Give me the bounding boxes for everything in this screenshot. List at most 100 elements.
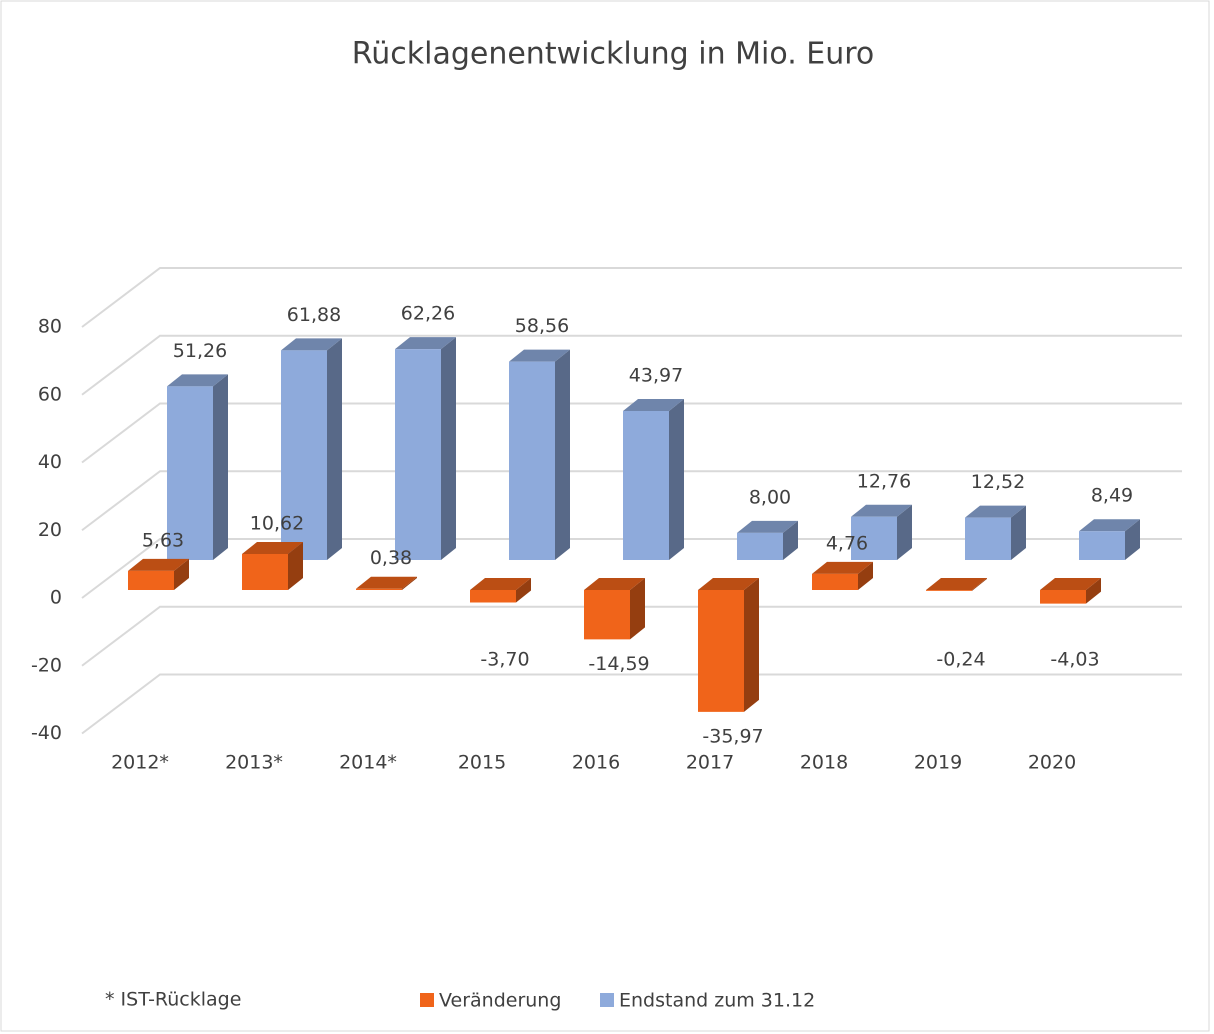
- x-tick-label: 2018: [800, 752, 848, 774]
- bar-top: [1079, 519, 1140, 532]
- bar-side: [630, 578, 645, 640]
- bar: [584, 578, 645, 640]
- bar-front: [395, 349, 441, 560]
- bar-top: [926, 578, 987, 590]
- bar: [281, 338, 342, 560]
- bar-front: [584, 590, 630, 640]
- bar-front: [623, 411, 669, 560]
- data-label: -35,97: [702, 725, 763, 747]
- bar-side: [327, 338, 342, 560]
- x-tick-label: 2012*: [111, 752, 169, 774]
- y-tick-label: 0: [50, 587, 62, 609]
- data-label: 8,49: [1091, 485, 1133, 507]
- bar-front: [1040, 590, 1086, 604]
- grid-line: [81, 538, 1182, 599]
- bar-front: [965, 517, 1011, 560]
- bar: [1079, 519, 1140, 560]
- bar-top: [584, 578, 645, 590]
- x-tick-label: 2017: [686, 752, 734, 774]
- grid-line: [81, 605, 1182, 667]
- legend-label: Endstand zum 31.12: [619, 990, 815, 1012]
- data-label: 62,26: [401, 303, 455, 325]
- data-label: 0,38: [370, 547, 412, 569]
- data-label: 12,52: [971, 471, 1025, 493]
- bar-top: [509, 349, 570, 362]
- bar-front: [281, 350, 327, 560]
- bar-side: [744, 578, 759, 712]
- bar-front: [698, 590, 744, 712]
- bar-top: [356, 576, 417, 589]
- bar-front: [926, 590, 972, 591]
- bar: [926, 578, 987, 591]
- bar-side: [441, 337, 456, 560]
- bar-top: [965, 505, 1026, 518]
- x-tick-label: 2019: [914, 752, 962, 774]
- bar-side: [1011, 505, 1026, 560]
- bar-side: [858, 561, 873, 590]
- data-label: -3,70: [480, 649, 529, 671]
- bar-front: [509, 361, 555, 560]
- chart-title: Rücklagenentwicklung in Mio. Euro: [352, 37, 875, 72]
- bar-top: [242, 542, 303, 555]
- bar-side: [1125, 519, 1140, 560]
- bar-top: [737, 520, 798, 533]
- bar-top: [128, 558, 189, 571]
- x-tick-label: 2014*: [339, 752, 397, 774]
- y-tick-label: -20: [31, 654, 62, 676]
- data-label: -0,24: [936, 649, 985, 671]
- bar-top: [812, 561, 873, 574]
- data-label: -4,03: [1050, 649, 1099, 671]
- data-label: 10,62: [250, 513, 304, 535]
- bar: [1040, 578, 1101, 604]
- x-tick-label: 2013*: [225, 752, 283, 774]
- bar-top: [1040, 578, 1101, 590]
- bar-front: [356, 588, 402, 590]
- grid-line: [81, 267, 1182, 328]
- bar-top: [470, 578, 531, 590]
- data-label: 4,76: [826, 532, 868, 554]
- bar-side: [897, 504, 912, 560]
- bar: [167, 374, 228, 560]
- bar-front: [812, 573, 858, 590]
- legend-label: Veränderung: [439, 990, 561, 1012]
- data-label: 61,88: [287, 304, 341, 326]
- bar-front: [1079, 531, 1125, 560]
- legend-swatch: [600, 993, 614, 1007]
- data-label: 43,97: [629, 365, 683, 387]
- grid-line: [81, 673, 1182, 735]
- y-tick-label: 40: [38, 451, 62, 473]
- bar: [698, 578, 759, 712]
- bar: [623, 399, 684, 560]
- bar: [242, 542, 303, 590]
- grid-line: [81, 334, 1182, 396]
- x-tick-label: 2020: [1028, 752, 1076, 774]
- x-tick-label: 2015: [458, 752, 506, 774]
- bar: [395, 337, 456, 560]
- grid-line: [81, 470, 1182, 532]
- bar-top: [698, 578, 759, 590]
- bar-front: [470, 590, 516, 603]
- grid-line: [81, 402, 1182, 464]
- bar: [509, 349, 570, 560]
- bar-side: [213, 374, 228, 560]
- bar-front: [128, 570, 174, 590]
- data-label: 5,63: [142, 529, 184, 551]
- bar-side: [669, 399, 684, 560]
- y-tick-label: 80: [38, 316, 62, 338]
- y-tick-label: 60: [38, 383, 62, 405]
- bar-side: [288, 542, 303, 590]
- data-label: 51,26: [173, 340, 227, 362]
- bar-front: [242, 554, 288, 590]
- data-label: 12,76: [857, 470, 911, 492]
- bar-side: [783, 520, 798, 560]
- bar-front: [851, 516, 897, 560]
- bar-front: [167, 386, 213, 560]
- legend-swatch: [420, 993, 434, 1007]
- annotation: * IST-Rücklage: [105, 989, 241, 1011]
- bar-front: [737, 532, 783, 560]
- bar: [470, 578, 531, 603]
- y-tick-label: -40: [31, 722, 62, 744]
- bar: [851, 504, 912, 560]
- data-label: 58,56: [515, 315, 569, 337]
